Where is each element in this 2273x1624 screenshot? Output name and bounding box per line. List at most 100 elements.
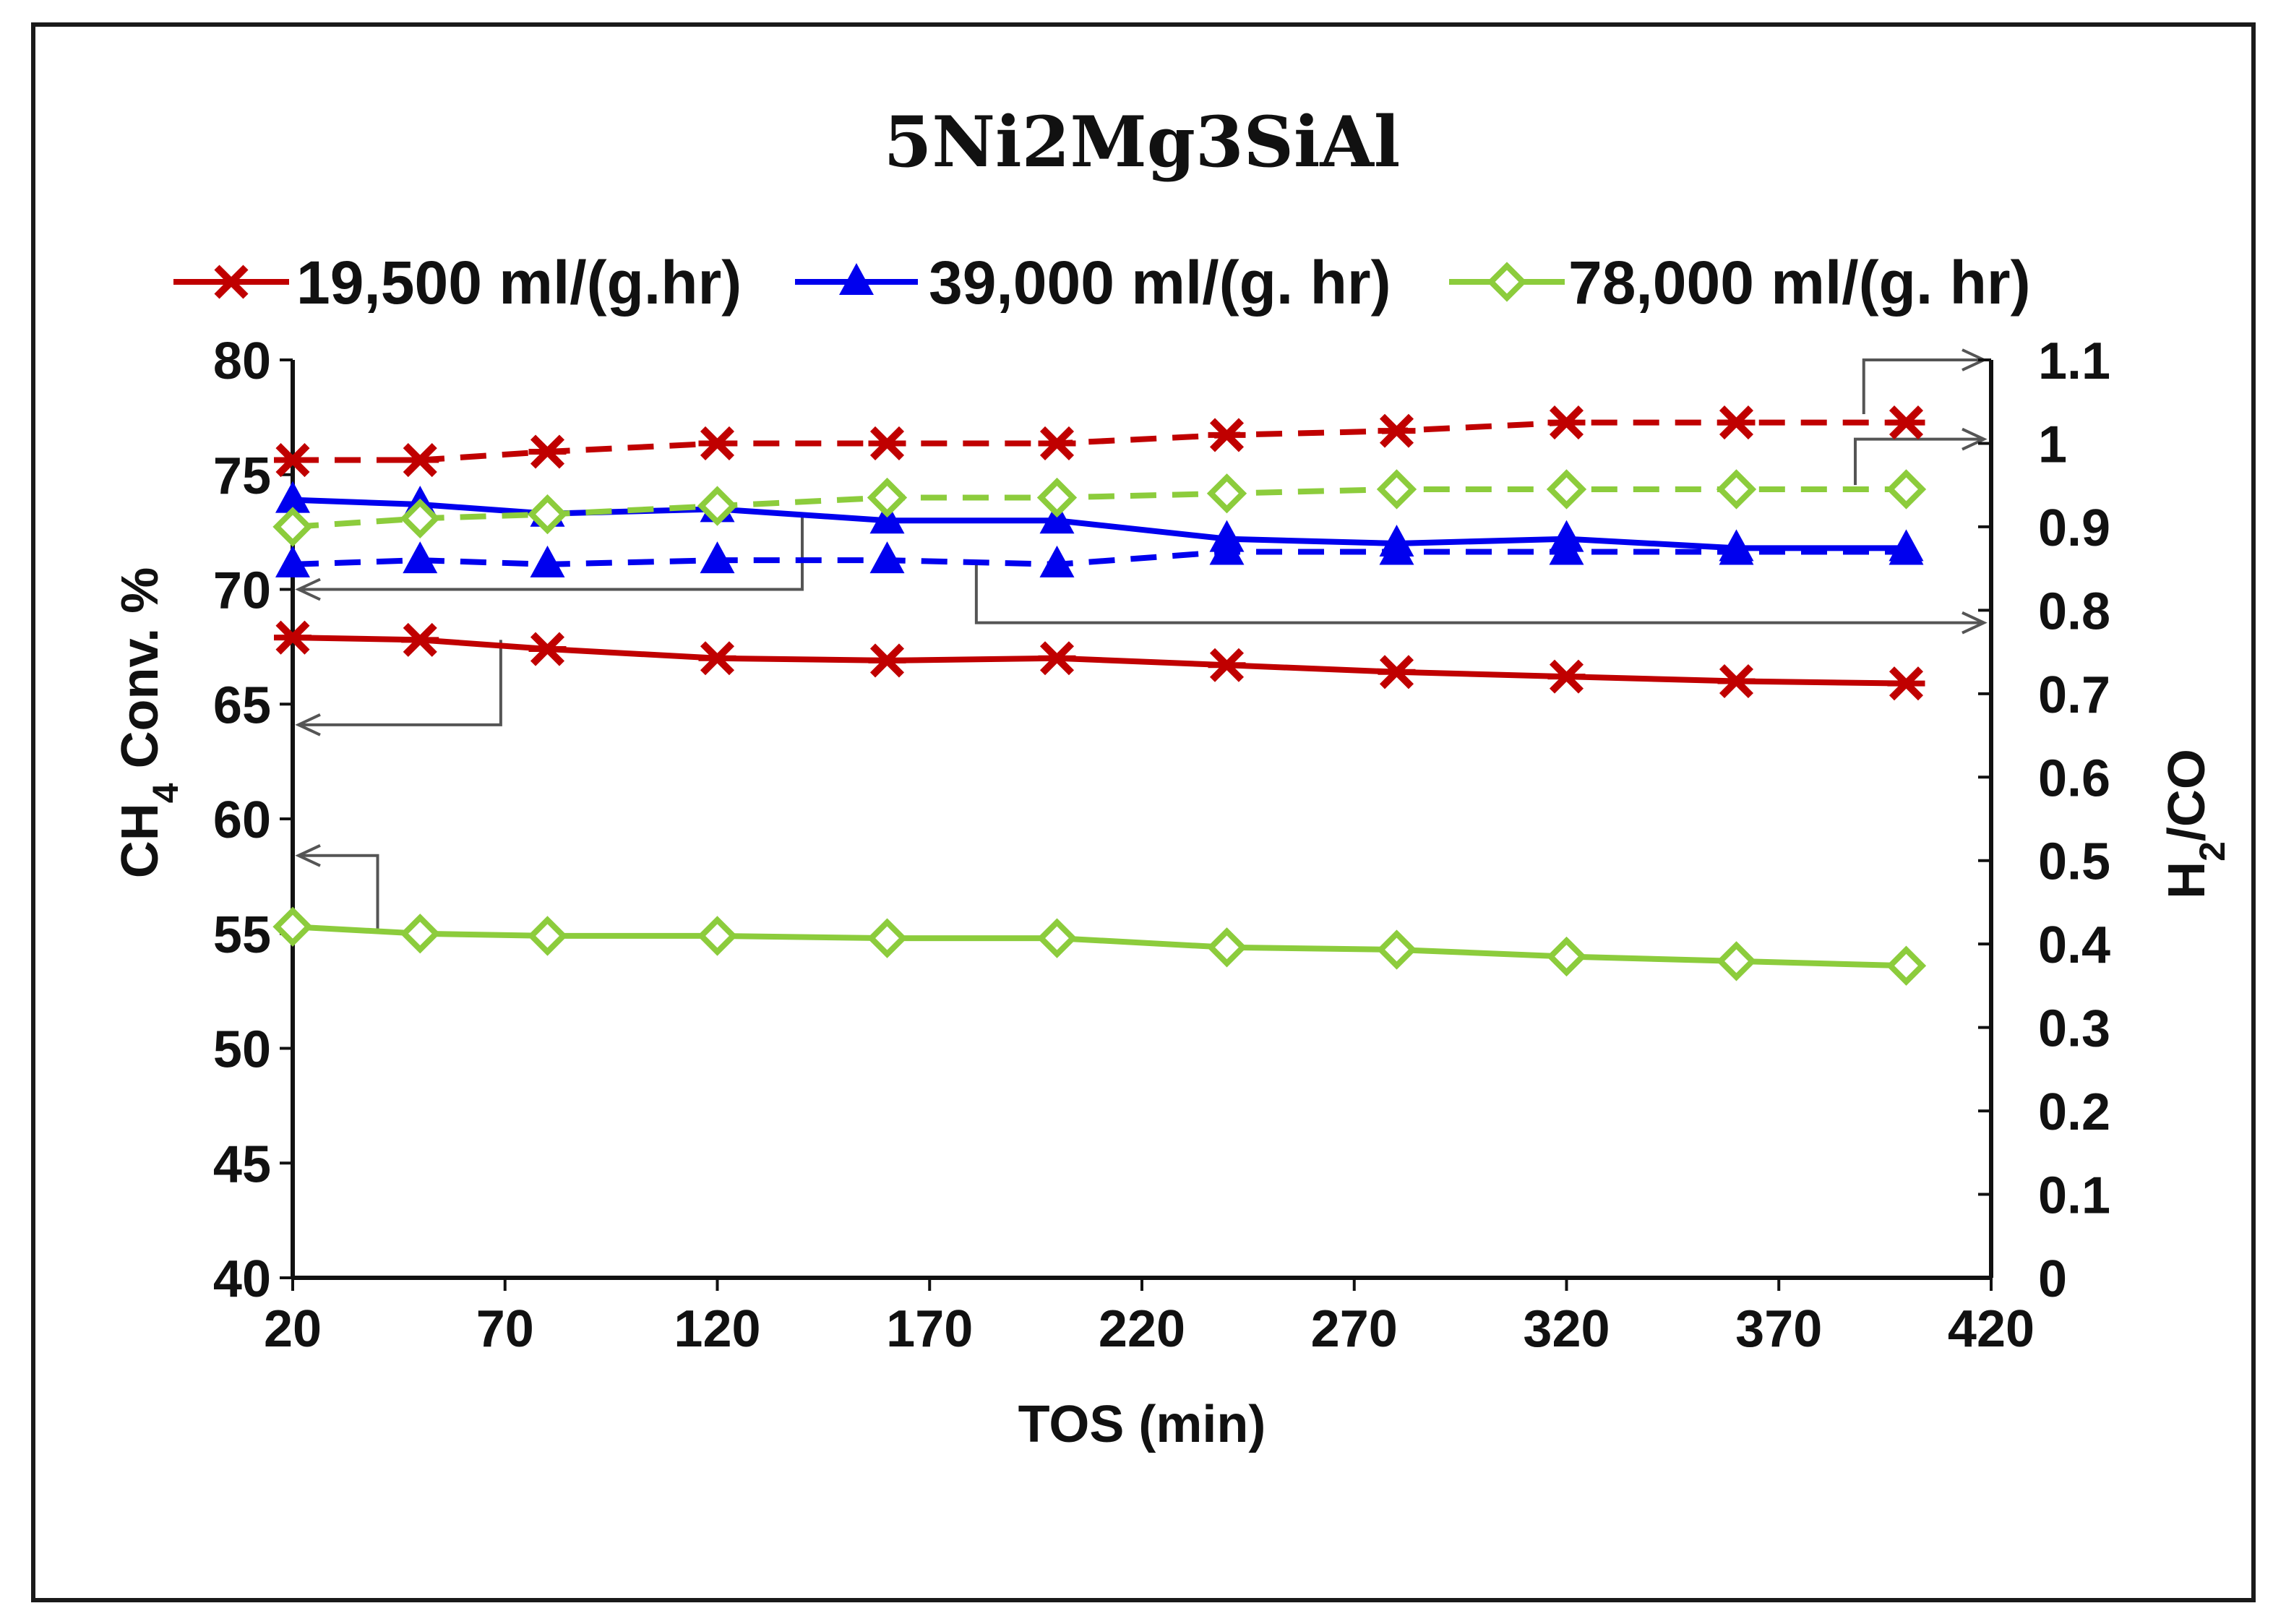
x-tick-label: 220 <box>1099 1300 1185 1358</box>
legend-label: 39,000 ml/(g. hr) <box>929 249 1391 317</box>
legend-swatch-marker <box>1487 262 1527 302</box>
y-right-tick-label: 1 <box>2038 416 2067 473</box>
series-0-point <box>1717 663 1756 699</box>
legend-item-2: 78,000 ml/(g. hr) <box>1449 249 2031 317</box>
series-2-point <box>697 916 738 956</box>
y-right-tick-label: 0.4 <box>2038 916 2110 974</box>
x-tick-label: 320 <box>1523 1300 1610 1358</box>
legend-label: 78,000 ml/(g. hr) <box>1568 249 2031 317</box>
series-4-point <box>530 545 565 577</box>
series-2-point <box>272 906 313 947</box>
y-right-tick-label: 0.6 <box>2038 749 2110 807</box>
y-left-tick-label: 50 <box>213 1021 271 1079</box>
series-2-point <box>1716 941 1757 981</box>
series-2-point <box>867 918 908 958</box>
series-2-point <box>400 914 440 954</box>
series-4-point <box>275 545 310 577</box>
series-3-point <box>1038 426 1076 460</box>
y-left-tick-label: 80 <box>213 332 271 390</box>
axis-pointer-arrow <box>1862 358 1984 415</box>
y-right-tick-label: 0.9 <box>2038 499 2110 557</box>
chart-title: 5Ni2Mg3SiAl <box>884 101 1401 183</box>
series-3-point <box>528 434 567 469</box>
series-5-point <box>1036 477 1078 518</box>
series-layer <box>272 405 1927 986</box>
series-5-point <box>1716 469 1757 510</box>
axis-pointer-arrow <box>974 564 1984 624</box>
series-4-point <box>1719 533 1754 565</box>
y-right-tick-label: 0.3 <box>2038 1000 2110 1058</box>
annotation-arrows <box>295 348 1988 932</box>
series-4-point <box>403 541 438 574</box>
series-3-point <box>1887 405 1925 440</box>
series-0-point <box>1378 655 1416 689</box>
legend-swatch-marker <box>839 263 874 295</box>
y-left-tick-label: 60 <box>213 791 271 849</box>
y-left-tick-label: 45 <box>213 1135 271 1193</box>
y-right-tick-label: 0 <box>2038 1250 2067 1308</box>
series-4-point <box>869 541 905 574</box>
axes: 20 70 120 170 220 270 320 370 420 40 45 50 55 60 65 70 7… <box>213 332 2110 1358</box>
series-0-point <box>274 620 311 655</box>
series-0-point <box>528 632 567 666</box>
x-tick-label: 420 <box>1948 1300 2034 1358</box>
series-3-point <box>1378 413 1416 448</box>
series-5-point <box>1206 473 1247 514</box>
series-4-point <box>1039 545 1075 577</box>
arrow-head <box>295 577 321 601</box>
y-right-tick-label: 0.7 <box>2038 666 2110 724</box>
series-5-point <box>272 507 313 547</box>
series-3-point <box>274 443 311 478</box>
series-4-point <box>1379 533 1414 565</box>
x-tick-label: 120 <box>674 1300 760 1358</box>
x-tick-label: 70 <box>476 1300 534 1358</box>
legend: 19,500 ml/(g.hr) 39,000 ml/(g. hr) 78,000 … <box>173 249 2031 317</box>
series-2-point <box>1206 927 1247 968</box>
series-1-point <box>275 481 310 513</box>
series-4-point <box>1889 533 1924 565</box>
legend-swatch-marker <box>212 265 250 299</box>
series-4-point <box>1549 533 1584 565</box>
series-0-point <box>1887 666 1925 701</box>
series-0-point <box>868 643 906 678</box>
series-4-point <box>1209 533 1245 565</box>
series-3-point <box>868 426 906 460</box>
series-2-point <box>1886 945 1927 986</box>
legend-label: 19,500 ml/(g.hr) <box>296 249 742 317</box>
series-3-point <box>1208 418 1246 452</box>
arrow-head <box>295 713 321 736</box>
y-right-tick-label: 0.1 <box>2038 1167 2110 1225</box>
series-0-point <box>1208 648 1246 682</box>
series-2-point <box>1546 936 1587 977</box>
x-axis-label: TOS (min) <box>1018 1396 1266 1453</box>
series-2-point <box>1376 929 1417 970</box>
series-3-point <box>1547 405 1586 440</box>
arrow-head <box>1962 611 1988 635</box>
series-0-point <box>401 622 439 657</box>
arrow-head <box>295 843 321 867</box>
series-5-point <box>867 477 908 518</box>
y-right-tick-label: 0.5 <box>2038 833 2110 891</box>
y-right-tick-label: 0.8 <box>2038 583 2110 640</box>
series-5-point <box>1376 469 1417 510</box>
series-5-point <box>697 486 738 526</box>
y-right-tick-label: 0.2 <box>2038 1083 2110 1141</box>
series-0-point <box>698 641 736 676</box>
y-left-tick-label: 75 <box>213 447 271 505</box>
series-5-point <box>400 498 440 539</box>
y-left-tick-label: 65 <box>213 676 271 734</box>
y-left-tick-label: 55 <box>213 906 271 964</box>
series-0-point <box>1547 659 1586 694</box>
series-0-point <box>1038 641 1076 676</box>
x-tick-label: 370 <box>1735 1300 1822 1358</box>
series-5-point <box>1546 469 1587 510</box>
y-left-tick-label: 40 <box>213 1250 271 1308</box>
series-4-point <box>700 541 735 574</box>
y-right-tick-label: 1.1 <box>2038 332 2110 390</box>
x-tick-label: 270 <box>1311 1300 1398 1358</box>
x-tick-label: 20 <box>264 1300 322 1358</box>
axis-pointer-arrow <box>298 640 502 726</box>
legend-item-0: 19,500 ml/(g.hr) <box>173 249 742 317</box>
series-2-point <box>1036 918 1078 958</box>
